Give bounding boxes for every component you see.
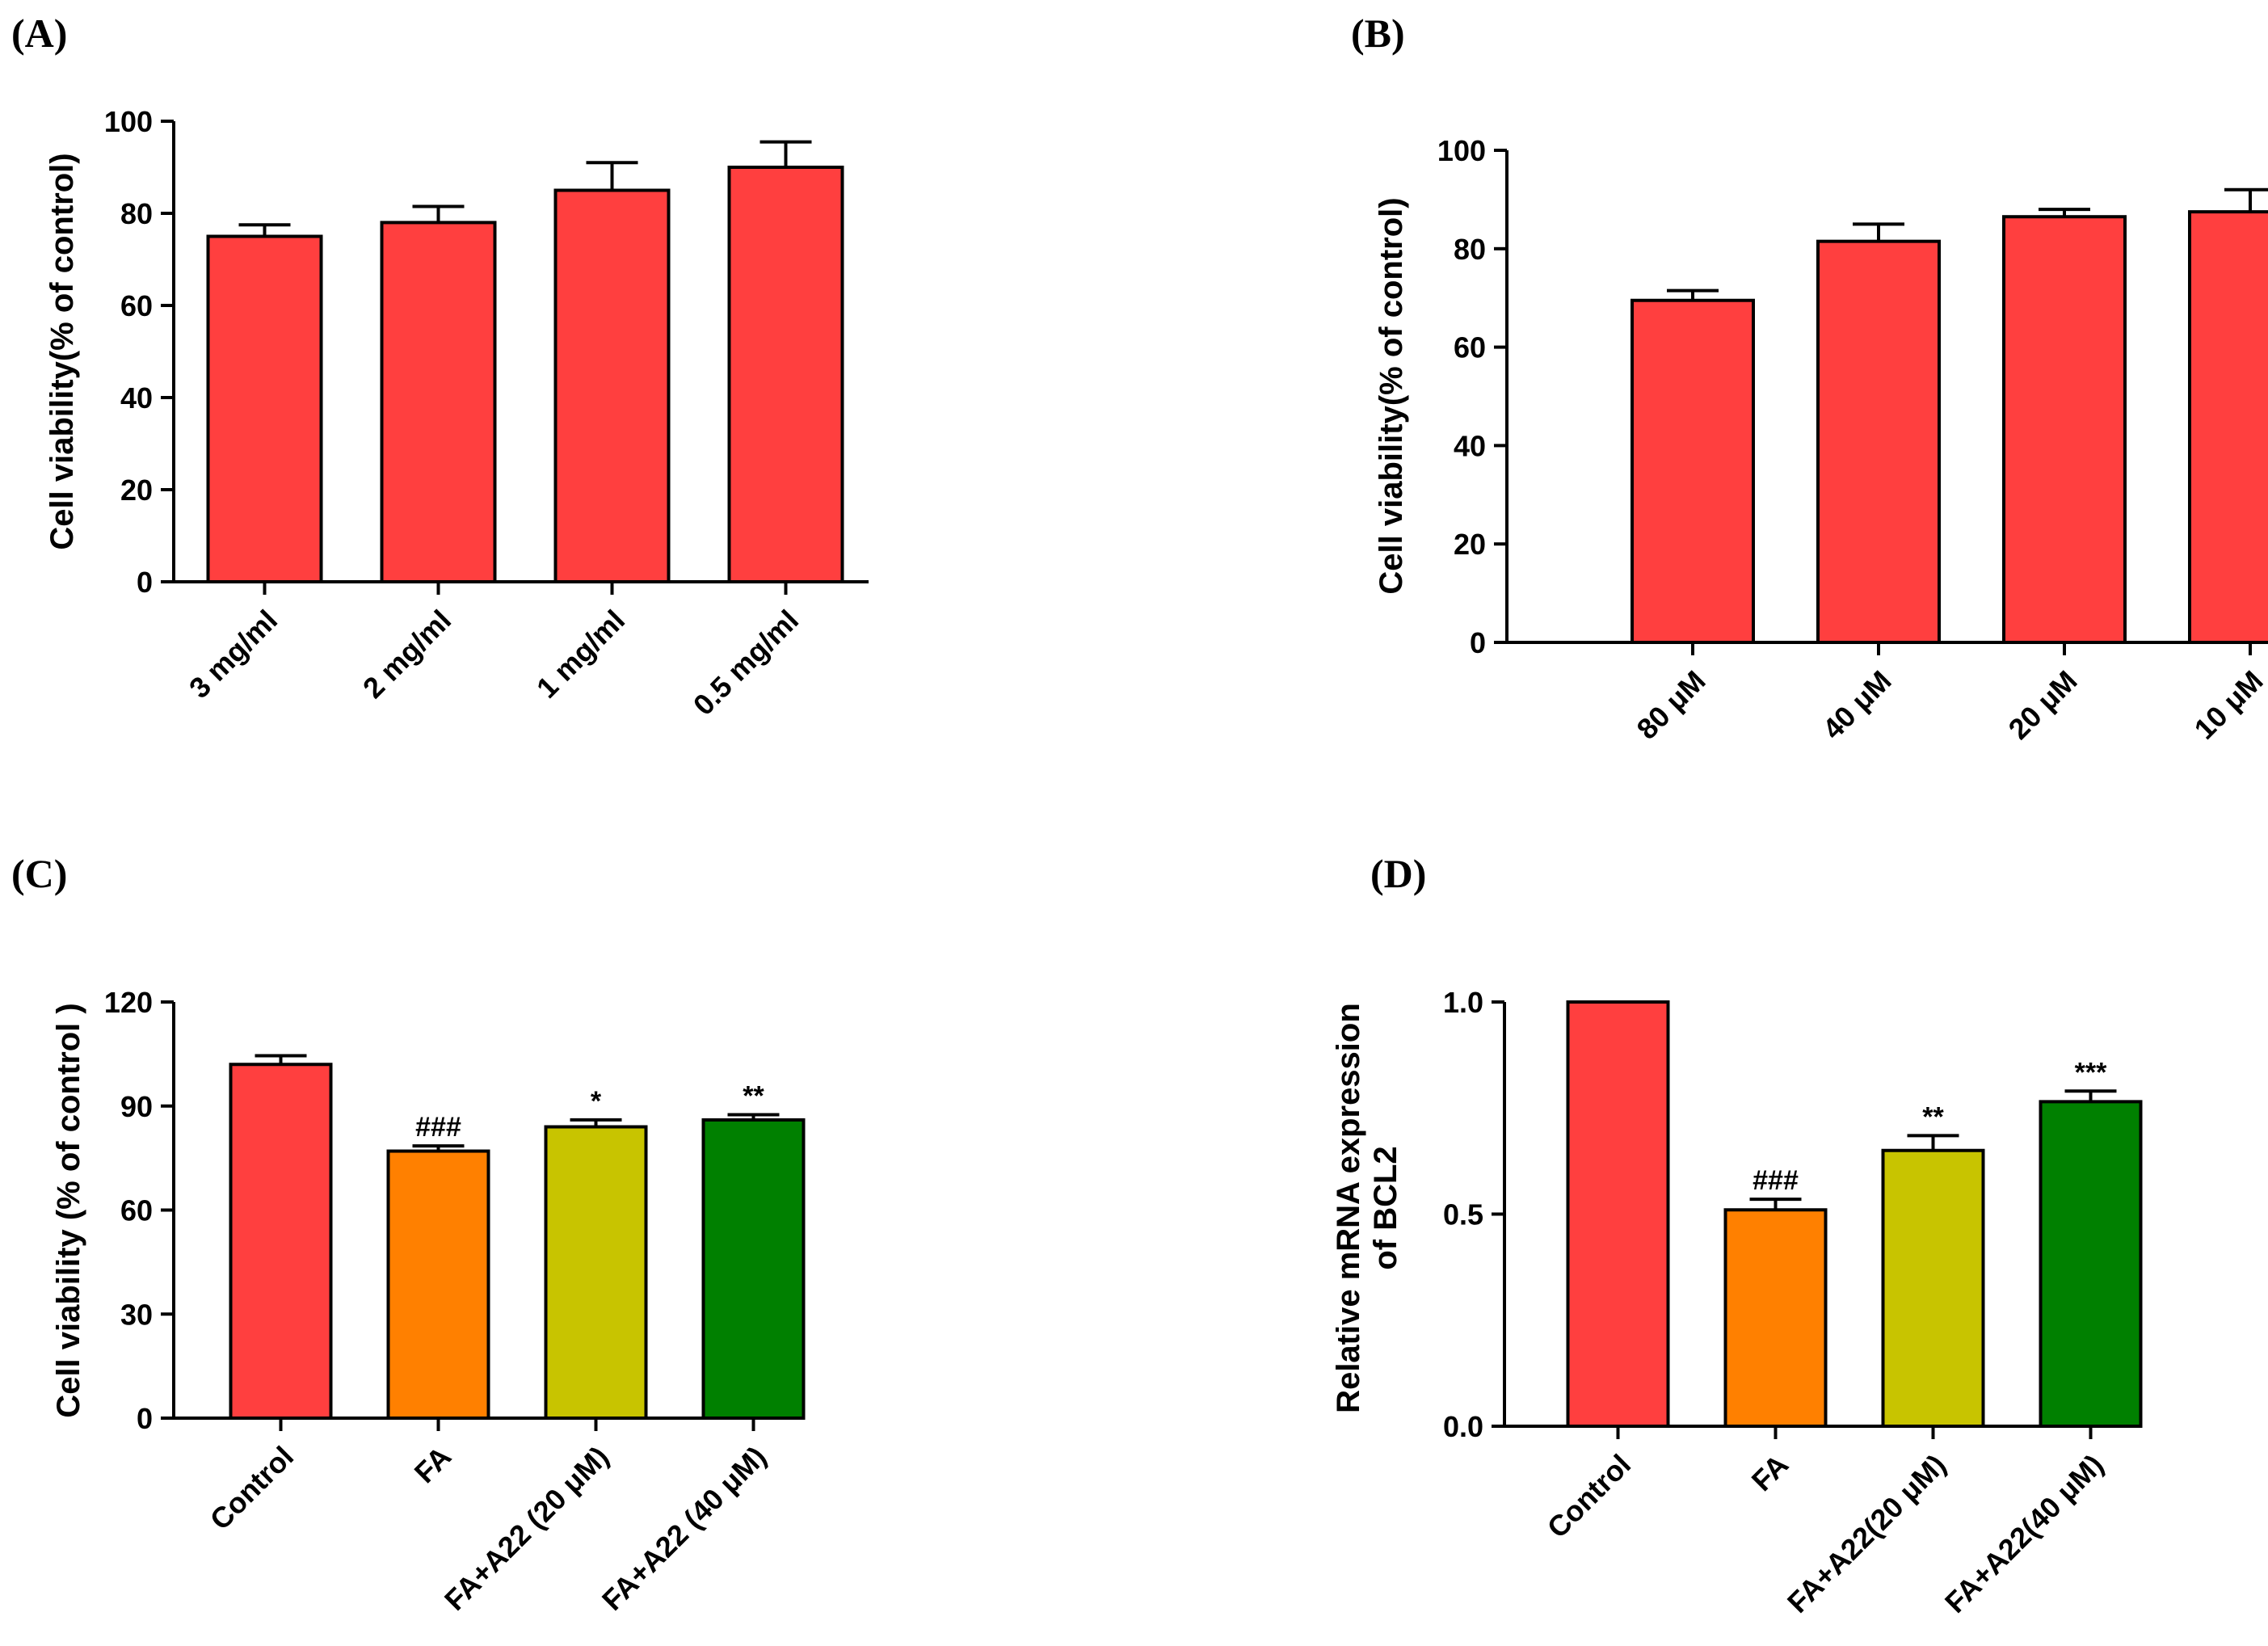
y-tick-label: 40: [1454, 429, 1486, 462]
x-tick-label: 0.5 mg/ml: [687, 604, 805, 722]
chart-panel-b: 0 20 40 60 80 100 Cell viability(% of control)…: [1374, 134, 2268, 746]
significance-label: ###: [1753, 1165, 1799, 1196]
x-tick-label: 2 mg/ml: [356, 604, 457, 705]
significance-label: **: [1922, 1101, 1944, 1132]
chart-panel-c: 0 30 60 90 120 Cell viability (% of control )…: [51, 986, 806, 1617]
y-tick-label: 30: [120, 1298, 153, 1331]
significance-label: *: [591, 1086, 602, 1117]
y-tick-label: 20: [120, 474, 153, 507]
x-tick-label: Control: [1541, 1448, 1637, 1544]
x-tick-label: FA+A22(20 μM): [1781, 1448, 1952, 1619]
y-tick-label: 60: [120, 1194, 153, 1227]
y-tick-label: 100: [1437, 134, 1486, 167]
x-tick-label: 10 μM: [2187, 664, 2268, 746]
panel-label-b: (B): [1351, 11, 1405, 56]
significance-label: ###: [415, 1112, 461, 1143]
y-tick-label: 80: [1454, 233, 1486, 266]
x-tick-label: Control: [204, 1440, 300, 1536]
x-tick-label: FA: [1745, 1448, 1795, 1498]
bar: [2039, 1100, 2143, 1428]
bar: [2002, 215, 2127, 644]
x-tick-label: FA+A22 (40 μM): [595, 1440, 772, 1617]
y-axis-title: of BCL2: [1368, 1146, 1403, 1269]
panel-label-a: (A): [11, 11, 67, 56]
y-tick-label: 20: [1454, 528, 1486, 561]
bar: [386, 1149, 490, 1420]
y-tick-label: 0.5: [1443, 1198, 1483, 1231]
x-tick-label: 80 μM: [1630, 664, 1711, 746]
bar: [1723, 1208, 1828, 1428]
y-axis-title: Cell viability(% of control): [44, 153, 80, 549]
x-tick-label: FA: [408, 1440, 458, 1490]
bar: [727, 166, 844, 583]
bar: [553, 188, 671, 583]
y-axis-title: Cell viability (% of control ): [51, 1003, 86, 1417]
y-tick-label: 90: [120, 1090, 153, 1123]
x-tick-label: FA+A22(40 μM): [1938, 1448, 2110, 1619]
y-tick-label: 80: [120, 197, 153, 230]
x-tick-label: FA+A22 (20 μM): [438, 1440, 615, 1617]
y-axis-title: Cell viability(% of control): [1374, 197, 1409, 594]
y-axis-title: Relative mRNA expression: [1331, 1003, 1366, 1413]
y-tick-label: 40: [120, 381, 153, 415]
panel-label-d: (D): [1370, 851, 1426, 896]
bar: [701, 1118, 806, 1420]
panel-label-c: (C): [11, 851, 67, 896]
bar: [206, 234, 323, 583]
chart-panel-a: 0 20 40 60 80 100 Cell viability(% of control)…: [44, 105, 869, 722]
y-tick-label: 120: [104, 986, 153, 1019]
y-tick-label: 0.0: [1443, 1410, 1483, 1443]
bar: [1816, 239, 1941, 644]
bar: [1631, 298, 1755, 644]
y-tick-label: 0: [137, 1402, 153, 1435]
y-tick-label: 0: [137, 566, 153, 599]
bar: [1881, 1148, 1985, 1428]
chart-panel-d: 0.0 0.5 1.0 Relative mRNA expression of BCL2…: [1331, 986, 2143, 1619]
significance-label: ***: [2075, 1057, 2107, 1088]
y-tick-label: 100: [104, 105, 153, 138]
bar: [229, 1063, 333, 1420]
x-tick-label: 20 μM: [2001, 664, 2083, 746]
bar: [380, 221, 497, 583]
significance-label: **: [743, 1080, 764, 1111]
y-tick-label: 60: [1454, 331, 1486, 364]
y-tick-label: 0: [1470, 626, 1486, 659]
bar: [2188, 210, 2268, 644]
x-tick-label: 3 mg/ml: [183, 604, 284, 705]
y-tick-label: 1.0: [1443, 986, 1483, 1019]
y-tick-label: 60: [120, 289, 153, 322]
x-tick-label: 1 mg/ml: [530, 604, 631, 705]
bar: [1566, 1000, 1670, 1428]
bar: [544, 1125, 648, 1420]
x-tick-label: 40 μM: [1816, 664, 1897, 746]
